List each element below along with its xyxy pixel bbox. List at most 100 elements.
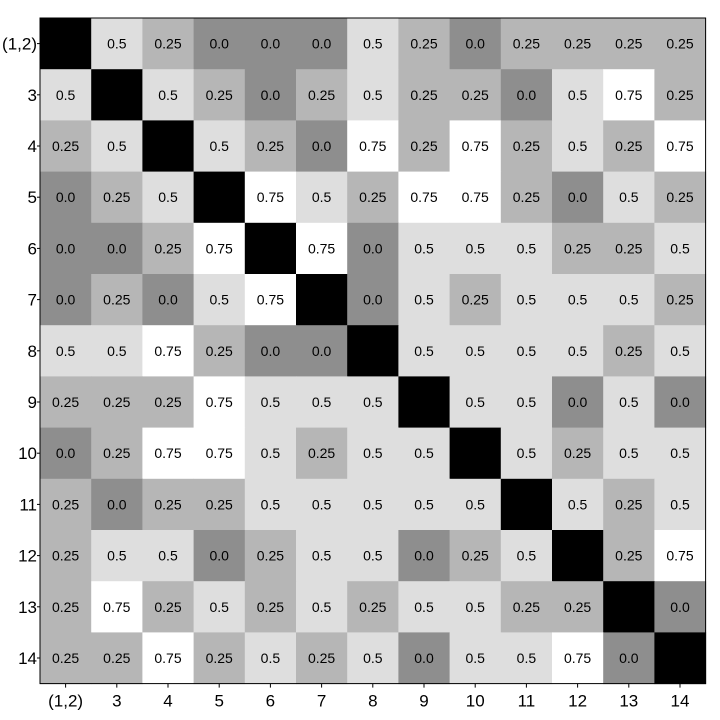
cell-value-label: 0.0 xyxy=(261,343,281,359)
cell-value-label: 0.25 xyxy=(410,138,437,154)
heatmap-cell xyxy=(347,530,399,582)
diagonal-cell xyxy=(552,530,604,582)
x-tick-label: (1,2) xyxy=(48,692,83,711)
heatmap-cell xyxy=(500,120,553,173)
heatmap-cell xyxy=(91,632,143,685)
cell-value-label: 0.25 xyxy=(103,445,130,461)
cell-value-label: 0.75 xyxy=(154,445,181,461)
heatmap-cell xyxy=(500,632,553,685)
heatmap-cell xyxy=(654,120,707,173)
y-tick-label: 8 xyxy=(28,342,37,361)
cell-value-label: 0.75 xyxy=(564,650,591,666)
x-tick-label: 12 xyxy=(568,692,587,711)
cell-value-label: 0.5 xyxy=(465,599,485,615)
cell-value-label: 0.75 xyxy=(410,189,437,205)
cell-value-label: 0.25 xyxy=(52,599,79,615)
heatmap-cell xyxy=(654,581,707,633)
heatmap-cell xyxy=(603,222,655,275)
heatmap-cell xyxy=(654,274,707,326)
cell-value-label: 0.25 xyxy=(257,599,284,615)
heatmap-cell xyxy=(142,530,195,582)
x-tick-label: 3 xyxy=(112,692,121,711)
heatmap-cell xyxy=(40,222,92,275)
cell-value-label: 0.5 xyxy=(363,394,383,410)
cell-value-label: 0.0 xyxy=(107,240,127,256)
heatmap-cell xyxy=(398,427,451,480)
heatmap-cell xyxy=(603,171,655,224)
cell-value-label: 0.0 xyxy=(312,343,332,359)
heatmap-cell xyxy=(142,222,195,275)
heatmap-cell xyxy=(449,530,502,582)
heatmap-cell xyxy=(40,325,92,377)
heatmap-cell xyxy=(449,478,502,531)
heatmap-cell xyxy=(500,69,553,121)
cell-value-label: 0.5 xyxy=(414,343,434,359)
cell-value-label: 0.25 xyxy=(513,189,540,205)
cell-value-label: 0.25 xyxy=(564,36,591,52)
heatmap-cell xyxy=(142,69,195,121)
heatmap-cell xyxy=(552,427,604,480)
cell-value-label: 0.25 xyxy=(308,650,335,666)
cell-value-label: 0.25 xyxy=(257,548,284,564)
heatmap-cell xyxy=(500,222,553,275)
cell-value-label: 0.0 xyxy=(107,496,127,512)
cell-value-label: 0.25 xyxy=(462,87,489,103)
heatmap-cell xyxy=(91,222,143,275)
heatmap-cell xyxy=(398,274,451,326)
cell-value-label: 0.5 xyxy=(670,445,690,461)
heatmap-cell xyxy=(398,171,451,224)
heatmap-cell xyxy=(552,632,604,685)
heatmap-cell xyxy=(296,530,348,582)
diagonal-cell xyxy=(142,120,195,173)
heatmap-cell xyxy=(91,120,143,173)
heatmap-cell xyxy=(398,478,451,531)
cell-value-label: 0.25 xyxy=(666,189,693,205)
cell-value-label: 0.5 xyxy=(363,87,383,103)
cell-value-label: 0.5 xyxy=(261,650,281,666)
heatmap-cell xyxy=(40,376,92,429)
y-tick-label: 9 xyxy=(28,393,37,412)
heatmap-cell xyxy=(603,120,655,173)
cell-value-label: 0.0 xyxy=(619,650,639,666)
heatmap-cell xyxy=(296,18,348,70)
diagonal-cell xyxy=(40,18,92,70)
x-tick-label: 4 xyxy=(163,692,172,711)
x-tick-label: 13 xyxy=(619,692,638,711)
cell-value-label: 0.25 xyxy=(52,548,79,564)
cell-value-label: 0.5 xyxy=(517,445,537,461)
cell-value-label: 0.25 xyxy=(615,548,642,564)
cell-value-label: 0.25 xyxy=(615,343,642,359)
cell-value-label: 0.5 xyxy=(568,138,588,154)
cell-value-label: 0.0 xyxy=(209,36,229,52)
heatmap-cell xyxy=(244,325,297,377)
cell-value-label: 0.0 xyxy=(158,292,178,308)
y-tick-label: 5 xyxy=(28,188,37,207)
heatmap-cell xyxy=(500,325,553,377)
heatmap-cell xyxy=(91,325,143,377)
heatmap-cell xyxy=(552,274,604,326)
heatmap-cell xyxy=(603,325,655,377)
cell-value-label: 0.75 xyxy=(103,599,130,615)
heatmap-cell xyxy=(193,427,246,480)
heatmap-cell xyxy=(91,18,143,70)
cell-value-label: 0.5 xyxy=(517,240,537,256)
cell-value-label: 0.0 xyxy=(56,292,76,308)
cell-value-label: 0.75 xyxy=(615,87,642,103)
heatmap-cell xyxy=(40,581,92,633)
heatmap-cell xyxy=(244,376,297,429)
heatmap-cell xyxy=(552,581,604,633)
diagonal-cell xyxy=(91,69,143,121)
heatmap-cell xyxy=(142,427,195,480)
heatmap-cell xyxy=(91,478,143,531)
heatmap-cell xyxy=(142,18,195,70)
heatmap-cell xyxy=(603,632,655,685)
heatmap-cell xyxy=(449,18,502,70)
heatmap-cell xyxy=(654,530,707,582)
cell-value-label: 0.25 xyxy=(154,496,181,512)
cell-value-label: 0.5 xyxy=(158,548,178,564)
plot-frame xyxy=(39,17,707,685)
cell-value-label: 0.75 xyxy=(154,343,181,359)
heatmap-cell xyxy=(603,274,655,326)
cell-value-label: 0.5 xyxy=(517,650,537,666)
heatmap-cell xyxy=(142,632,195,685)
